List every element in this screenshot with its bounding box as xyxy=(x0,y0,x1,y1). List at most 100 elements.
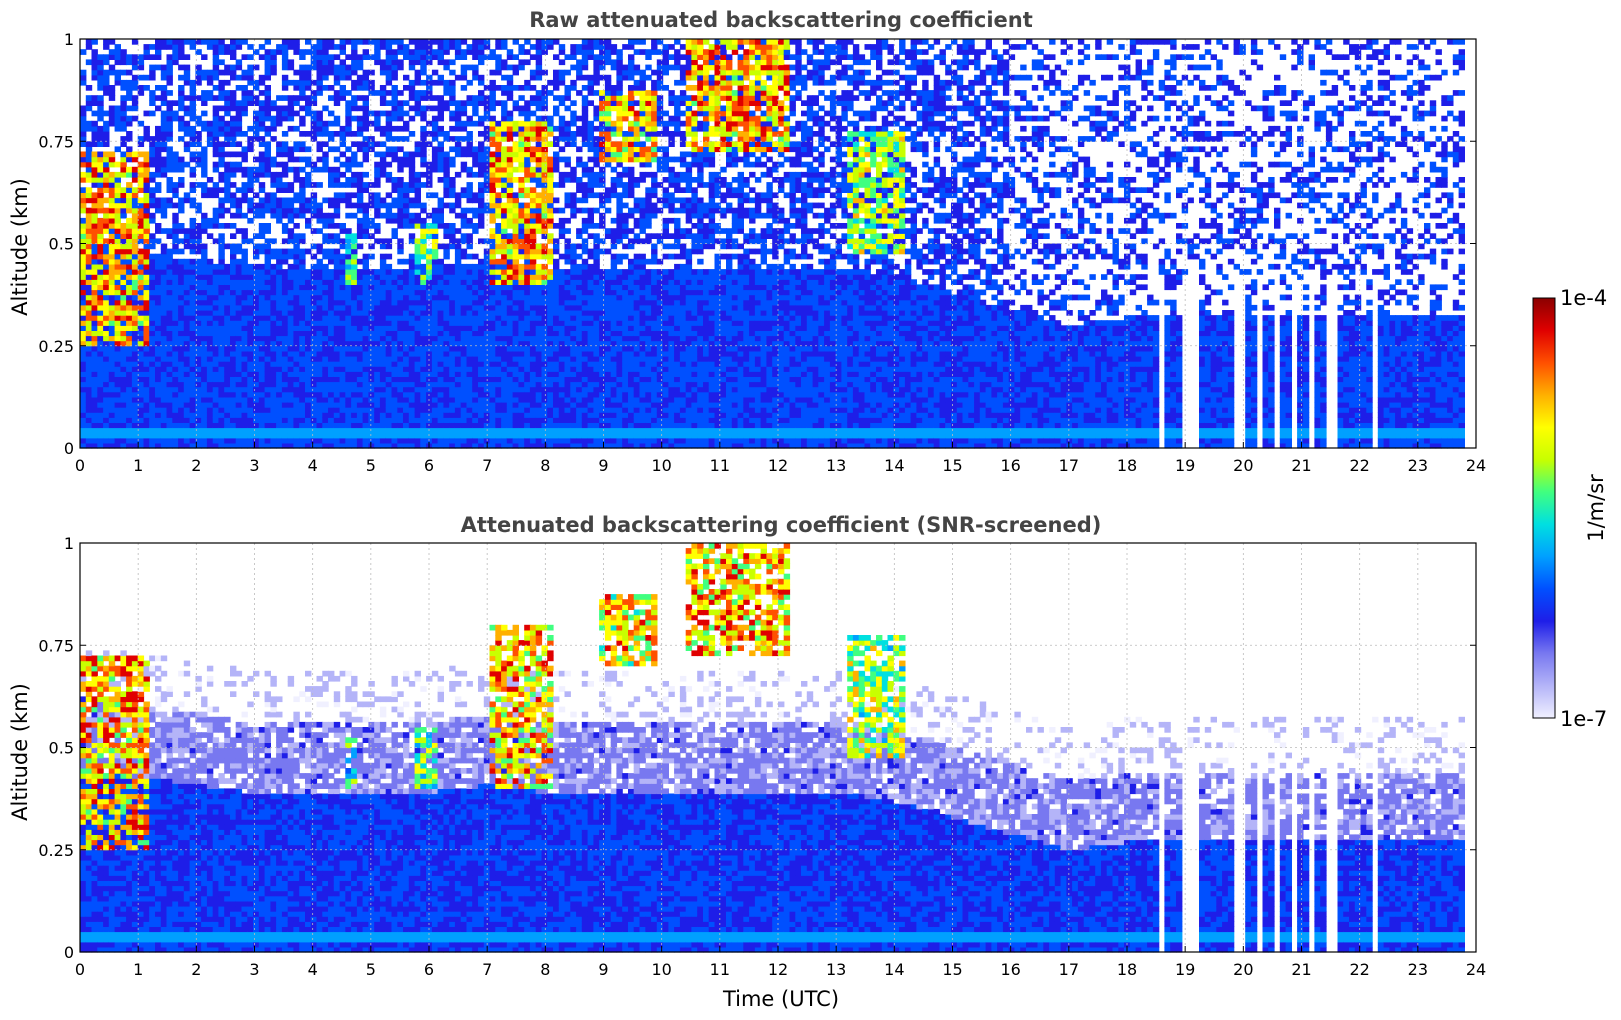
heatmap-cell xyxy=(409,325,415,331)
heatmap-cell xyxy=(92,397,98,403)
heatmap-cell xyxy=(184,438,190,444)
heatmap-cell xyxy=(253,111,259,117)
heatmap-cell xyxy=(172,351,178,357)
heatmap-cell xyxy=(190,361,196,367)
heatmap-cell xyxy=(86,346,92,352)
heatmap-cell xyxy=(172,167,178,173)
heatmap-cell xyxy=(184,111,190,117)
heatmap-cell xyxy=(247,438,253,444)
heatmap-cell xyxy=(288,208,294,214)
heatmap-cell xyxy=(138,315,144,321)
heatmap-cell xyxy=(409,428,415,434)
heatmap-cell xyxy=(357,80,363,86)
heatmap-cell xyxy=(218,198,224,204)
heatmap-cell xyxy=(288,233,294,239)
heatmap-cell xyxy=(415,152,421,158)
heatmap-cell xyxy=(92,315,98,321)
heatmap-cell xyxy=(397,417,403,423)
heatmap-cell xyxy=(293,39,299,45)
heatmap-cell xyxy=(293,100,299,106)
heatmap-cell xyxy=(311,392,317,398)
heatmap-cell xyxy=(334,315,340,321)
heatmap-cell xyxy=(438,116,444,122)
heatmap-cell xyxy=(167,366,173,372)
heatmap-cell xyxy=(420,59,426,65)
heatmap-cell xyxy=(351,100,357,106)
heatmap-cell xyxy=(368,233,374,239)
heatmap-cell xyxy=(161,95,167,101)
heatmap-cell xyxy=(443,310,449,316)
heatmap-cell xyxy=(386,371,392,377)
heatmap-cell xyxy=(380,59,386,65)
heatmap-cell xyxy=(345,233,351,239)
heatmap-cell xyxy=(92,284,98,290)
heatmap-cell xyxy=(86,422,92,428)
heatmap-cell xyxy=(270,274,276,280)
heatmap-cell xyxy=(299,264,305,270)
heatmap-cell xyxy=(115,284,121,290)
heatmap-cell xyxy=(190,382,196,388)
heatmap-cell xyxy=(507,49,513,55)
heatmap-cell xyxy=(351,254,357,260)
heatmap-cell xyxy=(236,65,242,71)
heatmap-cell xyxy=(247,433,253,439)
heatmap-cell xyxy=(282,146,288,152)
heatmap-cell xyxy=(253,80,259,86)
heatmap-cell xyxy=(265,284,271,290)
heatmap-cell xyxy=(86,315,92,321)
heatmap-cell xyxy=(513,213,519,219)
heatmap-cell xyxy=(120,121,126,127)
heatmap-cell xyxy=(103,44,109,50)
heatmap-cell xyxy=(236,346,242,352)
heatmap-cell xyxy=(242,233,248,239)
heatmap-cell xyxy=(259,100,265,106)
heatmap-cell xyxy=(322,422,328,428)
heatmap-cell xyxy=(178,177,184,183)
heatmap-cell xyxy=(357,382,363,388)
heatmap-cell xyxy=(92,269,98,275)
heatmap-cell xyxy=(374,90,380,96)
heatmap-cell xyxy=(403,182,409,188)
heatmap-cell xyxy=(392,213,398,219)
heatmap-cell xyxy=(103,244,109,250)
heatmap-cell xyxy=(518,223,524,229)
heatmap-cell xyxy=(259,187,265,193)
heatmap-cell xyxy=(80,392,86,398)
heatmap-cell xyxy=(328,315,334,321)
heatmap-cell xyxy=(103,295,109,301)
heatmap-cell xyxy=(374,315,380,321)
heatmap-cell xyxy=(80,80,86,86)
heatmap-cell xyxy=(490,274,496,280)
heatmap-cell xyxy=(478,141,484,147)
heatmap-cell xyxy=(386,361,392,367)
heatmap-cell xyxy=(138,407,144,413)
heatmap-cell xyxy=(115,223,121,229)
heatmap-cell xyxy=(109,417,115,423)
heatmap-cell xyxy=(432,213,438,219)
heatmap-cell xyxy=(259,279,265,285)
heatmap-cell xyxy=(490,233,496,239)
heatmap-cell xyxy=(144,295,150,301)
heatmap-cell xyxy=(167,407,173,413)
heatmap-cell xyxy=(201,422,207,428)
heatmap-cell xyxy=(345,111,351,117)
heatmap-cell xyxy=(305,39,311,45)
heatmap-cell xyxy=(132,320,138,326)
heatmap-cell xyxy=(501,356,507,362)
heatmap-cell xyxy=(184,382,190,388)
heatmap-cell xyxy=(276,141,282,147)
heatmap-cell xyxy=(80,397,86,403)
heatmap-cell xyxy=(144,351,150,357)
heatmap-cell xyxy=(420,325,426,331)
heatmap-cell xyxy=(115,351,121,357)
heatmap-cell xyxy=(224,412,230,418)
heatmap-cell xyxy=(317,402,323,408)
heatmap-cell xyxy=(213,131,219,137)
heatmap-cell xyxy=(138,351,144,357)
heatmap-cell xyxy=(236,274,242,280)
heatmap-cell xyxy=(265,259,271,265)
heatmap-cell xyxy=(293,95,299,101)
heatmap-cell xyxy=(80,131,86,137)
heatmap-cell xyxy=(495,315,501,321)
heatmap-cell xyxy=(126,146,132,152)
